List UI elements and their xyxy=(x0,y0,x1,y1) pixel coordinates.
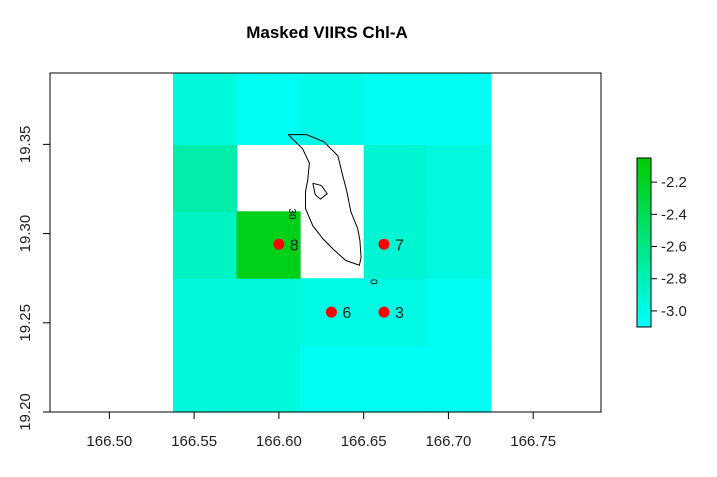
y-tick-label: 19.30 xyxy=(17,215,34,253)
data-point-label: 3 xyxy=(395,305,404,322)
plot-frame xyxy=(49,72,602,413)
heatmap-cell xyxy=(172,345,238,413)
heatmap-cell xyxy=(363,144,428,212)
heatmap-cell xyxy=(172,144,238,212)
data-point xyxy=(325,306,337,318)
heatmap-cells xyxy=(172,73,492,413)
contour-label: 30 xyxy=(286,208,297,220)
data-point-label: 7 xyxy=(395,237,404,254)
x-axis: 166.50 166.55 166.60 166.65 166.70 166.75 xyxy=(86,412,556,450)
heatmap-cell xyxy=(363,278,428,346)
data-point xyxy=(378,238,390,250)
y-axis: 19.20 19.25 19.30 19.35 xyxy=(17,126,50,431)
heatmap-cell xyxy=(172,211,238,279)
heatmap-cell xyxy=(236,345,301,413)
data-point-label: 8 xyxy=(290,237,299,254)
heatmap-cell xyxy=(427,144,492,212)
y-tick-label: 19.20 xyxy=(17,393,34,431)
colorbar-tick-label: -3.0 xyxy=(661,303,687,320)
colorbar: -2.2 -2.4 -2.6 -2.8 -3.0 xyxy=(636,157,687,328)
y-tick-label: 19.25 xyxy=(17,304,34,342)
y-tick-label: 19.35 xyxy=(17,126,34,164)
x-tick-label: 166.65 xyxy=(341,433,387,450)
heatmap-cell xyxy=(427,211,492,279)
data-point-label: 6 xyxy=(342,305,351,322)
heatmap-cell xyxy=(363,211,428,279)
x-tick-label: 166.60 xyxy=(256,433,302,450)
heatmap-cell xyxy=(236,73,301,145)
data-point xyxy=(378,306,390,318)
heatmap-cell xyxy=(363,345,428,413)
contour-label: 0 xyxy=(367,279,378,285)
heatmap-cell xyxy=(300,73,365,145)
contour-line xyxy=(312,182,328,200)
heatmap-cell xyxy=(427,278,492,346)
colorbar-tick-label: -2.8 xyxy=(661,271,687,288)
contour-line xyxy=(287,134,362,266)
heatmap-cell xyxy=(300,345,365,413)
heatmap-cell xyxy=(427,73,492,145)
heatmap-cell xyxy=(427,345,492,413)
colorbar-tick-label: -2.2 xyxy=(661,174,687,191)
heatmap-cell xyxy=(363,73,428,145)
x-tick-label: 166.55 xyxy=(171,433,217,450)
data-points: 8 7 6 3 xyxy=(273,237,404,322)
heatmap-cell xyxy=(236,211,301,279)
chart-title: Masked VIIRS Chl-A xyxy=(246,23,408,42)
contour-lines xyxy=(287,134,362,266)
x-tick-label: 166.70 xyxy=(425,433,471,450)
heatmap-cell xyxy=(172,278,238,346)
colorbar-scale xyxy=(636,157,652,328)
data-point xyxy=(273,238,285,250)
colorbar-tick-label: -2.4 xyxy=(661,206,687,223)
heatmap-cell xyxy=(172,73,238,145)
colorbar-tick-label: -2.6 xyxy=(661,239,687,256)
heatmap-cell xyxy=(236,278,301,346)
x-tick-label: 166.75 xyxy=(510,433,556,450)
contour-labels: 30 0 xyxy=(286,208,378,285)
x-tick-label: 166.50 xyxy=(86,433,132,450)
